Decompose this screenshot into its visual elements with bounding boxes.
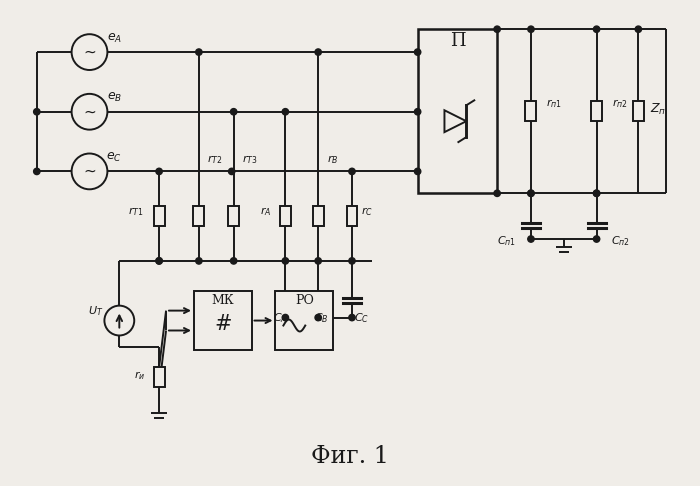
- Text: $C_A$: $C_A$: [273, 312, 288, 326]
- Text: РО: РО: [295, 294, 314, 307]
- Text: $r_и$: $r_и$: [134, 369, 145, 382]
- Text: П: П: [449, 32, 466, 50]
- Circle shape: [528, 236, 534, 242]
- Text: $C_{п1}$: $C_{п1}$: [496, 234, 516, 248]
- Bar: [346, 206, 358, 226]
- Circle shape: [528, 190, 534, 196]
- Circle shape: [156, 258, 162, 264]
- Text: ~: ~: [83, 164, 96, 179]
- Text: $e_B$: $e_B$: [107, 91, 122, 104]
- Circle shape: [71, 94, 107, 130]
- Text: $r_A$: $r_A$: [260, 205, 271, 218]
- Circle shape: [34, 108, 40, 115]
- Bar: [275, 291, 333, 350]
- Bar: [153, 206, 164, 226]
- Text: $r_{п1}$: $r_{п1}$: [546, 97, 562, 110]
- Circle shape: [349, 314, 355, 321]
- Circle shape: [315, 258, 321, 264]
- Circle shape: [594, 236, 600, 242]
- Text: $C_{п2}$: $C_{п2}$: [611, 234, 630, 248]
- Circle shape: [315, 49, 321, 55]
- Text: $C_B$: $C_B$: [314, 312, 328, 326]
- Text: $r_B$: $r_B$: [328, 153, 339, 166]
- Circle shape: [282, 108, 288, 115]
- Text: $r_{п2}$: $r_{п2}$: [612, 97, 627, 110]
- Text: $r_{T1}$: $r_{T1}$: [128, 205, 144, 218]
- Bar: [228, 206, 239, 226]
- Bar: [193, 206, 204, 226]
- Circle shape: [71, 34, 107, 70]
- Circle shape: [282, 258, 288, 264]
- Bar: [194, 291, 251, 350]
- Circle shape: [528, 26, 534, 33]
- Circle shape: [230, 258, 237, 264]
- Circle shape: [34, 168, 40, 174]
- Circle shape: [594, 190, 600, 196]
- Text: Фиг. 1: Фиг. 1: [311, 445, 389, 469]
- Bar: [633, 101, 644, 121]
- Text: $e_A$: $e_A$: [107, 32, 122, 45]
- Circle shape: [315, 314, 321, 321]
- Polygon shape: [444, 110, 466, 132]
- Circle shape: [594, 26, 600, 33]
- Bar: [153, 367, 164, 387]
- Text: $r_C$: $r_C$: [361, 205, 373, 218]
- Bar: [526, 101, 536, 121]
- Circle shape: [104, 306, 134, 335]
- Text: $U_T$: $U_T$: [88, 304, 103, 317]
- Circle shape: [414, 49, 421, 55]
- Text: МК: МК: [211, 294, 234, 307]
- Text: $r_{T3}$: $r_{T3}$: [241, 153, 258, 166]
- Text: $Z_п$: $Z_п$: [650, 102, 666, 117]
- Circle shape: [594, 190, 600, 196]
- Circle shape: [156, 168, 162, 174]
- Circle shape: [528, 190, 534, 196]
- Text: #: #: [214, 313, 232, 333]
- Circle shape: [414, 108, 421, 115]
- Text: ~: ~: [83, 45, 96, 60]
- Circle shape: [196, 49, 202, 55]
- Text: ~: ~: [83, 104, 96, 119]
- Circle shape: [196, 258, 202, 264]
- Circle shape: [228, 168, 235, 174]
- Circle shape: [282, 314, 288, 321]
- Circle shape: [230, 108, 237, 115]
- Text: $C_C$: $C_C$: [354, 312, 370, 326]
- Circle shape: [349, 258, 355, 264]
- Circle shape: [494, 190, 500, 196]
- Text: $e_C$: $e_C$: [106, 151, 122, 164]
- Text: $r_{T2}$: $r_{T2}$: [207, 153, 223, 166]
- Bar: [418, 29, 497, 193]
- Bar: [591, 101, 602, 121]
- Circle shape: [494, 26, 500, 33]
- Circle shape: [635, 26, 641, 33]
- Circle shape: [156, 258, 162, 264]
- Circle shape: [71, 154, 107, 190]
- Bar: [280, 206, 290, 226]
- Circle shape: [349, 168, 355, 174]
- Bar: [313, 206, 323, 226]
- Circle shape: [414, 168, 421, 174]
